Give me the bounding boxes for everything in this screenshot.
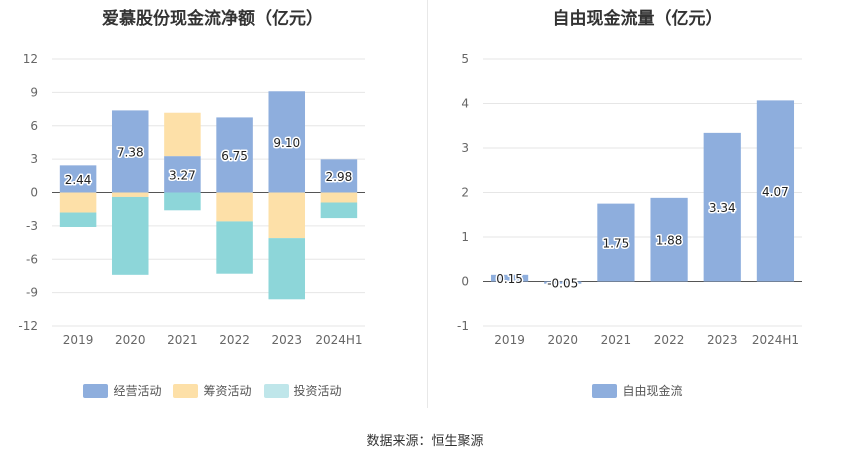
chart-title: 自由现金流量（亿元） — [552, 9, 723, 29]
x-tick-label: 2024H1 — [315, 333, 362, 347]
data-source-note: 数据来源：恒生聚源 — [366, 434, 484, 449]
data-label: 1.75 — [603, 237, 630, 251]
y-tick-label: 2 — [461, 186, 469, 200]
bar-2019 — [59, 212, 97, 227]
legend: 自由现金流 — [425, 382, 850, 399]
bar-2019 — [59, 165, 97, 193]
bar-2020 — [111, 196, 149, 275]
panel-divider — [427, 0, 428, 408]
legend-swatch — [263, 383, 289, 398]
bar-2022 — [216, 221, 253, 274]
y-tick-label: -12 — [18, 319, 38, 333]
bar-2019 — [490, 274, 529, 282]
data-label: 2.98 — [326, 170, 353, 184]
y-tick-label: -9 — [26, 286, 38, 300]
x-tick-label: 2022 — [654, 333, 685, 347]
data-label: 0.15 — [496, 272, 523, 286]
bar-2022 — [650, 197, 688, 282]
legend-label: 投资活动 — [293, 384, 342, 398]
legend: 经营活动 筹资活动 投资活动 — [0, 382, 425, 399]
y-tick-label: 6 — [30, 119, 38, 133]
legend-swatch — [173, 383, 199, 398]
y-tick-label: -1 — [457, 319, 469, 333]
chart-title: 爱慕股份现金流净额（亿元） — [102, 9, 323, 29]
y-tick-label: 9 — [30, 85, 38, 99]
data-label: 2.44 — [65, 173, 92, 187]
bar-2023 — [268, 91, 306, 193]
bar-2024H1 — [320, 159, 358, 193]
bar-2020 — [111, 110, 149, 193]
bar-2021 — [164, 112, 201, 157]
bar-2022 — [216, 192, 253, 222]
data-label: 6.75 — [221, 149, 248, 163]
bar-2020 — [544, 281, 582, 284]
legend-item-investing[interactable]: 投资活动 — [263, 382, 342, 399]
bar-2024H1 — [320, 202, 358, 219]
x-tick-label: 2019 — [63, 333, 94, 347]
data-label: 1.88 — [656, 234, 683, 248]
y-tick-label: 5 — [461, 52, 469, 66]
legend-swatch — [592, 383, 618, 398]
legend-swatch — [83, 383, 109, 398]
x-tick-label: 2023 — [707, 333, 738, 347]
legend-item-operating[interactable]: 经营活动 — [83, 382, 161, 399]
data-label: -0.05 — [547, 277, 578, 291]
x-tick-label: 2023 — [271, 333, 302, 347]
bar-2023 — [268, 192, 306, 239]
bar-2021 — [164, 156, 201, 193]
bar-2023 — [703, 132, 741, 282]
legend-item-financing[interactable]: 筹资活动 — [173, 382, 252, 399]
y-tick-label: -3 — [26, 219, 38, 233]
x-tick-label: 2020 — [115, 333, 146, 347]
bar-2021 — [164, 192, 201, 211]
y-tick-label: 3 — [30, 152, 38, 166]
y-tick-label: 4 — [461, 97, 469, 111]
bar-2024H1 — [320, 192, 358, 203]
data-label: 3.27 — [169, 168, 196, 182]
x-tick-label: 2021 — [167, 333, 198, 347]
cash-flow-net-plot: 12 9 6 3 0 -3 -6 -9 -12 2019 2020 2021 2022 2023 2024H… — [18, 52, 365, 347]
data-label: 7.38 — [117, 145, 144, 159]
legend-label: 自由现金流 — [622, 384, 683, 398]
x-tick-label: 2019 — [494, 333, 525, 347]
y-tick-label: 0 — [461, 275, 469, 289]
cash-flow-net-chart: 爱慕股份现金流净额（亿元） 12 9 6 3 0 -3 -6 -9 -12 2019 2020 202… — [0, 0, 425, 420]
data-label: 4.07 — [762, 185, 789, 199]
x-tick-label: 2024H1 — [752, 333, 799, 347]
free-cash-flow-chart: 自由现金流量（亿元） 5 4 3 2 1 0 -1 2019 2020 2021 2022 2023 2… — [425, 0, 850, 420]
y-tick-label: 0 — [30, 186, 38, 200]
bar-2020 — [111, 192, 149, 197]
legend-label: 筹资活动 — [203, 384, 252, 398]
bar-2019 — [59, 192, 97, 213]
bar-2023 — [268, 238, 306, 300]
bar-2022 — [216, 117, 253, 193]
legend-label: 经营活动 — [113, 384, 162, 398]
y-tick-label: 1 — [461, 230, 469, 244]
bar-2024H1 — [756, 100, 795, 282]
bar-2021 — [597, 203, 635, 282]
y-tick-label: 12 — [23, 52, 38, 66]
free-cash-flow-plot: 5 4 3 2 1 0 -1 2019 2020 2021 2022 2023 2024H1 0.15 -0… — [457, 52, 802, 347]
x-tick-label: 2020 — [547, 333, 578, 347]
y-tick-label: 3 — [461, 141, 469, 155]
data-label: 3.34 — [709, 201, 736, 215]
x-tick-label: 2021 — [601, 333, 632, 347]
legend-item-free-cash-flow[interactable]: 自由现金流 — [592, 382, 683, 399]
data-label: 9.10 — [273, 136, 300, 150]
y-tick-label: -6 — [26, 252, 38, 266]
x-tick-label: 2022 — [219, 333, 250, 347]
